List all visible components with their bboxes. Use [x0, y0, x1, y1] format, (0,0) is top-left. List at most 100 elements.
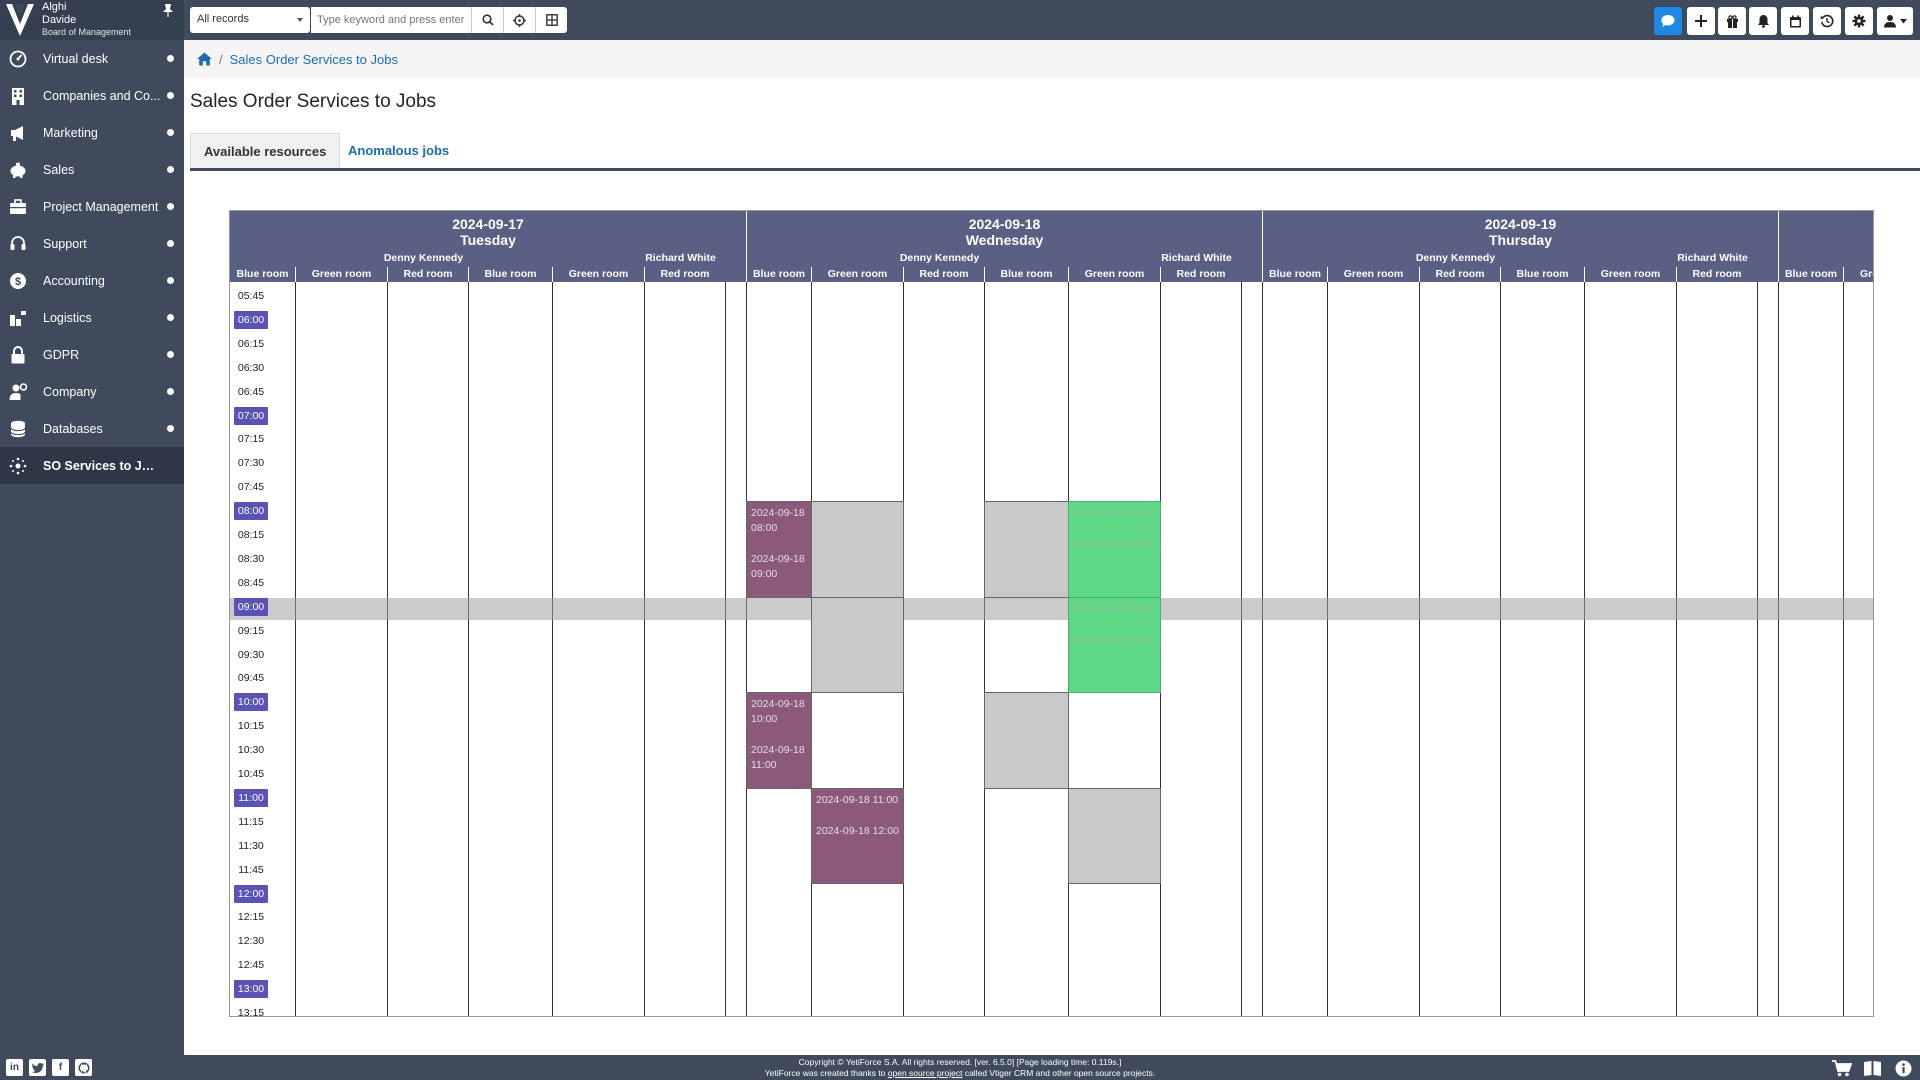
sidebar-item-companies-and-co[interactable]: Companies and Co... — [0, 77, 184, 114]
sidebar-item-logistics[interactable]: Logistics — [0, 299, 184, 336]
time-slot-label: 08:00 — [234, 502, 268, 521]
grid-line — [1843, 282, 1844, 1016]
history-icon — [1820, 14, 1834, 28]
github-icon[interactable] — [75, 1059, 92, 1076]
sidebar-item-marketing[interactable]: Marketing — [0, 114, 184, 151]
records-select-value: All records — [197, 13, 249, 25]
caret-down-icon — [297, 18, 303, 22]
search-input[interactable] — [311, 7, 471, 33]
time-slot-label: 10:30 — [237, 744, 265, 757]
sidebar-item-support[interactable]: Support — [0, 225, 184, 262]
search-icon — [481, 14, 494, 26]
job-event[interactable]: 2024-09-18 11:00 2024-09-18 12:00 — [811, 787, 904, 885]
chat-button[interactable] — [1654, 7, 1682, 35]
sparkle-icon — [8, 456, 28, 476]
sidebar-item-databases[interactable]: Databases — [0, 410, 184, 447]
grid-line — [387, 282, 388, 1016]
dollar-icon: $ — [8, 271, 28, 291]
info-icon[interactable] — [1893, 1058, 1913, 1078]
time-slot-label: 11:15 — [238, 815, 264, 828]
tab-available-resources[interactable]: Available resources — [190, 133, 341, 168]
facebook-icon[interactable]: f — [52, 1059, 69, 1076]
grid-line — [1778, 282, 1779, 1016]
home-icon[interactable] — [197, 52, 212, 66]
time-slot-label: 10:15 — [237, 720, 265, 733]
records-select[interactable]: All records — [190, 7, 310, 33]
day-name: Tuesday — [460, 232, 516, 248]
linkedin-icon[interactable]: in — [6, 1059, 23, 1076]
sidebar-item-accounting[interactable]: $ Accounting — [0, 262, 184, 299]
breadcrumb-current[interactable]: Sales Order Services to Jobs — [229, 51, 398, 67]
history-button[interactable] — [1813, 7, 1841, 35]
job-event[interactable]: 2024-09-18 08:00 2024-09-18 09:00 — [1068, 501, 1161, 598]
grid-line — [746, 282, 747, 1016]
sidebar-item-sales[interactable]: Sales — [0, 151, 184, 188]
page-title: Sales Order Services to Jobs — [190, 91, 437, 112]
quick-create-button[interactable] — [1687, 7, 1715, 35]
unavailable-block[interactable] — [811, 596, 904, 694]
job-event[interactable]: 2024-09-18 08:00 2024-09-18 09:00 — [746, 501, 812, 598]
footer-thanks-suffix: called Vtiger CRM and other open source … — [962, 1068, 1156, 1078]
time-slot-label: 12:45 — [237, 959, 265, 972]
user-panel[interactable]: Alghi Davide Board of Management — [0, 0, 184, 40]
grid-line — [552, 282, 553, 1016]
building-icon — [8, 86, 28, 106]
book-icon[interactable] — [1862, 1058, 1882, 1078]
job-event[interactable]: 2024-09-18 10:00 2024-09-18 11:00 — [746, 692, 812, 789]
room-header: Green room — [552, 267, 644, 282]
time-slot-label: 05:45 — [237, 290, 265, 302]
resource-header: Richard White — [1677, 252, 1748, 264]
chat-icon — [1661, 15, 1675, 27]
twitter-icon[interactable] — [29, 1059, 46, 1076]
sidebar-item-virtual-desk[interactable]: Virtual desk — [0, 40, 184, 77]
user-menu-button[interactable] — [1877, 7, 1913, 35]
calendar-button[interactable] — [1781, 7, 1809, 35]
job-event[interactable]: 2024-09-18 09:00 2024-09-18 10:00 — [1068, 596, 1161, 694]
sidebar-item-label: Companies and Co... — [43, 88, 161, 103]
grid-line — [1327, 282, 1328, 1016]
expand-dot-icon — [167, 240, 174, 247]
room-header: Blue room — [236, 268, 289, 280]
time-slot-label: 07:30 — [237, 457, 265, 470]
time-slot-label: 13:00 — [234, 980, 268, 999]
event-start: 2024-09-18 08:00 — [1073, 507, 1156, 520]
tab-anomalous-jobs[interactable]: Anomalous jobs — [348, 143, 450, 158]
sidebar-item-project-management[interactable]: Project Management — [0, 188, 184, 225]
breadcrumb: / Sales Order Services to Jobs — [184, 40, 1920, 78]
sidebar-item-company[interactable]: Company — [0, 373, 184, 410]
resource-header: Denny Kennedy — [899, 252, 980, 264]
grid-line — [1676, 282, 1677, 1016]
unavailable-block[interactable] — [1068, 787, 1161, 885]
room-header: Red room — [387, 267, 468, 282]
settings-button[interactable] — [1845, 7, 1873, 35]
room-header: Green room — [1584, 267, 1676, 282]
sidebar-item-gdpr[interactable]: GDPR — [0, 336, 184, 373]
time-slot-label: 11:30 — [238, 839, 264, 852]
pin-icon[interactable] — [162, 3, 174, 20]
room-header: Green room — [1068, 267, 1160, 282]
lock-icon — [8, 345, 28, 365]
cart-icon[interactable] — [1832, 1058, 1852, 1078]
room-header: Red room — [644, 267, 725, 282]
advanced-search-button[interactable] — [503, 7, 535, 33]
unavailable-block[interactable] — [984, 692, 1069, 789]
reminders-button[interactable] — [1718, 7, 1746, 35]
footer-open-source-link[interactable]: open source project — [887, 1068, 963, 1078]
grid-line — [1419, 282, 1420, 1016]
time-slot-label: 08:15 — [237, 529, 265, 541]
global-search-button[interactable] — [535, 7, 567, 33]
time-slot-label: 06:00 — [234, 310, 268, 329]
unavailable-block[interactable] — [811, 501, 904, 598]
sidebar-item-so-services-to-jobs[interactable]: SO Services to Jobs — [0, 447, 184, 484]
notifications-button[interactable] — [1749, 7, 1777, 35]
sidebar-item-label: SO Services to Jobs — [43, 458, 161, 473]
event-end: 2024-09-18 11:00 — [751, 744, 805, 772]
user-icon — [1884, 15, 1896, 28]
unavailable-block[interactable] — [984, 501, 1069, 598]
bell-icon — [1757, 15, 1769, 28]
room-header: Red room — [1160, 267, 1241, 282]
sidebar-item-label: Virtual desk — [43, 51, 109, 66]
sidebar-item-label: Marketing — [43, 125, 98, 140]
search-button[interactable] — [471, 7, 503, 33]
resource-header: Richard White — [645, 252, 716, 264]
